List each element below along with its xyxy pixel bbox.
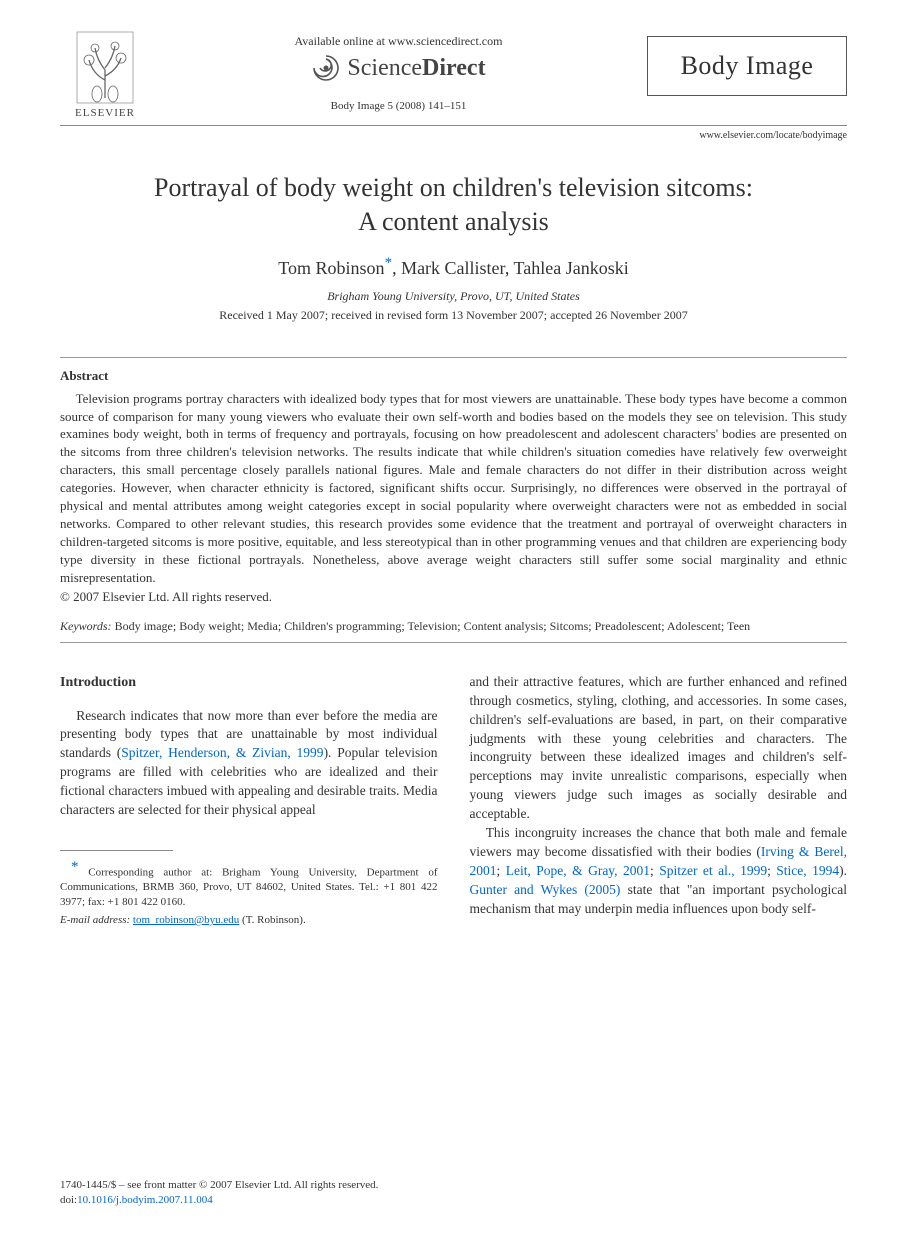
available-online-text: Available online at www.sciencedirect.co… — [150, 34, 647, 49]
r2b: ). — [839, 863, 847, 878]
authors-rest: , Mark Callister, Tahlea Jankoski — [392, 258, 629, 278]
sciencedirect-text: ScienceDirect — [347, 55, 485, 82]
ref-spitzer-1999b[interactable]: Spitzer et al., 1999 — [659, 863, 767, 878]
article-dates: Received 1 May 2007; received in revised… — [60, 308, 847, 323]
sd-bold: Direct — [422, 55, 486, 81]
ref-stice-1994[interactable]: Stice, 1994 — [776, 863, 839, 878]
left-column: Introduction Research indicates that now… — [60, 673, 438, 928]
doi-link[interactable]: 10.1016/j.bodyim.2007.11.004 — [77, 1194, 213, 1206]
intro-para-right-1: and their attractive features, which are… — [470, 673, 848, 824]
front-matter-line: 1740-1445/$ – see front matter © 2007 El… — [60, 1178, 378, 1193]
journal-title-box: Body Image — [647, 36, 847, 96]
divider-top — [60, 357, 847, 358]
header-center: Available online at www.sciencedirect.co… — [150, 30, 647, 112]
article-title-line2: A content analysis — [358, 207, 549, 236]
ref-spitzer-1999[interactable]: Spitzer, Henderson, & Zivian, 1999 — [121, 745, 323, 760]
footnote-star-icon: * — [71, 859, 79, 875]
journal-box-wrapper: Body Image — [647, 30, 847, 96]
sd-light: Science — [347, 55, 422, 81]
email-label: E-mail address: — [60, 914, 130, 926]
sciencedirect-swirl-icon — [311, 53, 341, 83]
journal-title: Body Image — [666, 51, 828, 81]
email-link[interactable]: tom_robinson@byu.edu — [133, 914, 239, 926]
sep3: ; — [767, 863, 776, 878]
sciencedirect-logo: ScienceDirect — [311, 53, 485, 83]
affiliation: Brigham Young University, Provo, UT, Uni… — [60, 289, 847, 304]
locate-url: www.elsevier.com/locate/bodyimage — [60, 130, 847, 141]
doi-line: doi:10.1016/j.bodyim.2007.11.004 — [60, 1193, 378, 1208]
author-corresponding: Tom Robinson — [278, 258, 384, 278]
abstract-heading: Abstract — [60, 368, 847, 384]
intro-para-right-2: This incongruity increases the chance th… — [470, 824, 848, 918]
introduction-heading: Introduction — [60, 673, 438, 693]
elsevier-logo-block: ELSEVIER — [60, 30, 150, 119]
page-header: ELSEVIER Available online at www.science… — [60, 30, 847, 126]
doi-label: doi: — [60, 1194, 77, 1206]
article-title: Portrayal of body weight on children's t… — [60, 171, 847, 239]
body-columns: Introduction Research indicates that now… — [60, 673, 847, 928]
abstract-body: Television programs portray characters w… — [60, 390, 847, 587]
divider-bottom — [60, 642, 847, 643]
keywords-line: Keywords: Body image; Body weight; Media… — [60, 619, 847, 634]
right-column: and their attractive features, which are… — [470, 673, 848, 928]
intro-para-left: Research indicates that now more than ev… — [60, 707, 438, 820]
corresponding-footnote: * Corresponding author at: Brigham Young… — [60, 857, 438, 928]
footnote-separator — [60, 850, 173, 851]
copyright-line: © 2007 Elsevier Ltd. All rights reserved… — [60, 589, 847, 605]
sep1: ; — [497, 863, 506, 878]
citation-line: Body Image 5 (2008) 141–151 — [150, 100, 647, 112]
corresponding-star-icon[interactable]: * — [385, 255, 393, 271]
article-title-line1: Portrayal of body weight on children's t… — [154, 173, 753, 202]
ref-gunter-2005[interactable]: Gunter and Wykes (2005) — [470, 882, 621, 897]
authors-line: Tom Robinson*, Mark Callister, Tahlea Ja… — [60, 255, 847, 279]
email-paren: (T. Robinson). — [242, 914, 306, 926]
footnote-address: Corresponding author at: Brigham Young U… — [60, 867, 438, 909]
sep2: ; — [650, 863, 659, 878]
ref-leit-2001[interactable]: Leit, Pope, & Gray, 2001 — [506, 863, 650, 878]
keywords-label: Keywords: — [60, 619, 112, 633]
elsevier-label: ELSEVIER — [75, 107, 135, 119]
elsevier-tree-icon — [75, 30, 135, 105]
page-footer: 1740-1445/$ – see front matter © 2007 El… — [60, 1178, 378, 1208]
keywords-list: Body image; Body weight; Media; Children… — [115, 619, 751, 633]
